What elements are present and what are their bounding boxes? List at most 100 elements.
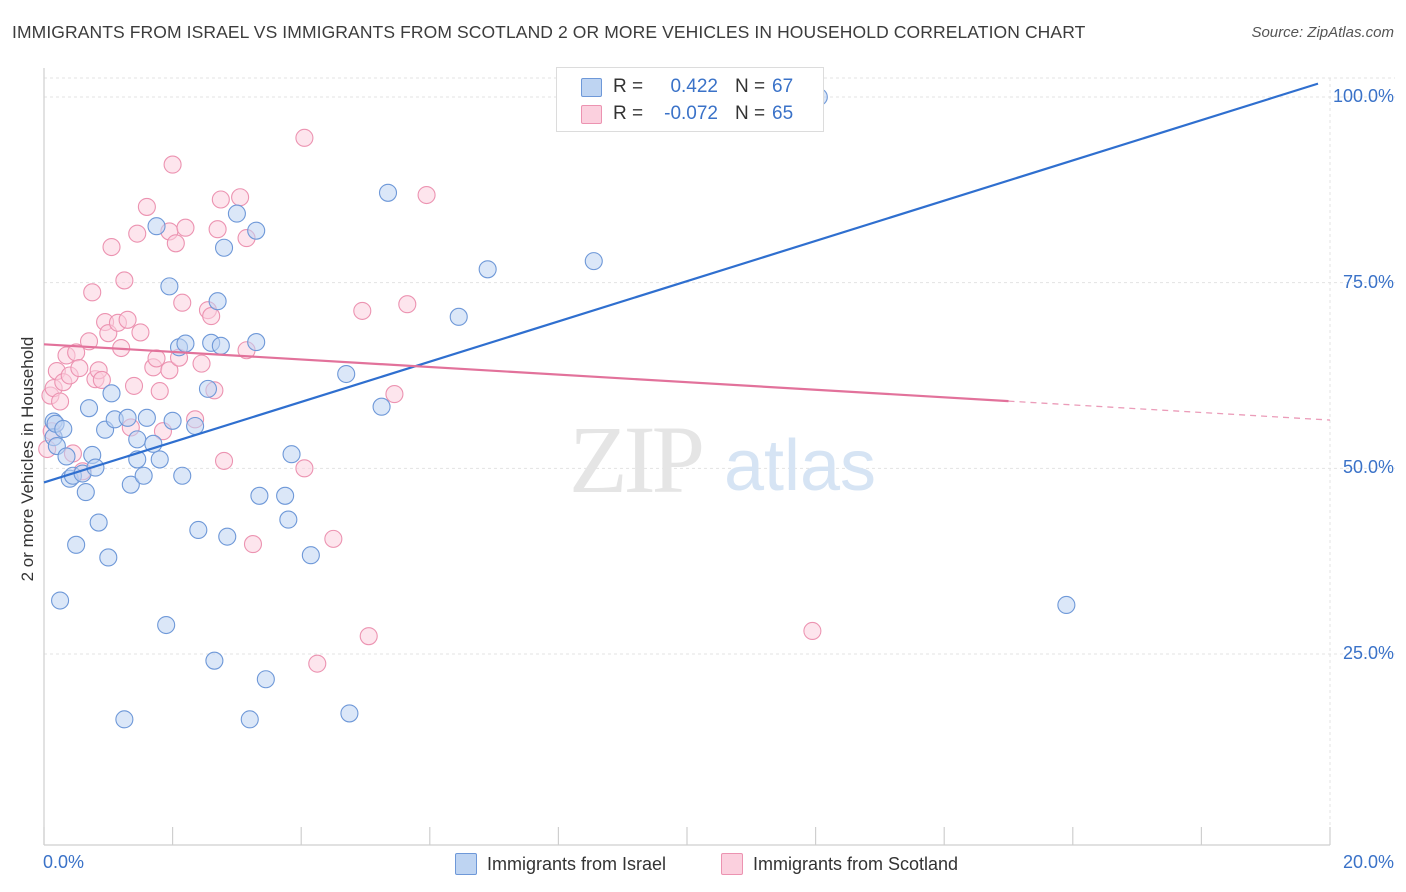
- israel-point-4: [51, 591, 70, 610]
- israel-point-22: [121, 475, 140, 494]
- stats-box: R = 0.422 N = 67 R = -0.072 N = 65: [556, 67, 824, 132]
- y-tick-label-25: 25.0%: [1342, 643, 1394, 663]
- trend-line-israel: [43, 82, 1319, 484]
- israel-point-14: [86, 458, 105, 477]
- stats-row-israel: R = 0.422 N = 67: [557, 74, 823, 100]
- scotland-point-28: [131, 323, 150, 342]
- scotland-point-61: [417, 185, 436, 205]
- trend-lines: [43, 82, 1331, 484]
- israel-point-50: [256, 670, 275, 689]
- israel-n-label: N =: [735, 76, 766, 97]
- scotland-point-37: [166, 234, 185, 253]
- scotland-n-label: N =: [735, 103, 766, 124]
- israel-point-49: [250, 486, 269, 505]
- israel-point-15: [89, 513, 108, 532]
- scotland-point-32: [150, 382, 169, 401]
- y-tick-label-75: 75.0%: [1342, 271, 1394, 292]
- israel-point-11: [76, 483, 95, 502]
- israel-point-28: [147, 217, 166, 236]
- israel-point-5: [54, 419, 73, 439]
- israel-point-38: [198, 379, 218, 398]
- source-credit: Source: ZipAtlas.com: [1251, 24, 1394, 41]
- israel-point-55: [337, 364, 356, 384]
- scotland-point-27: [128, 224, 147, 243]
- y-axis-label: 2 or more Vehicles in Household: [18, 336, 37, 582]
- israel-point-30: [157, 615, 176, 635]
- scotland-point-20: [102, 237, 121, 257]
- scotland-point-60: [398, 295, 417, 314]
- scotland-r-value: -0.072: [664, 103, 718, 124]
- israel-point-51: [276, 486, 295, 505]
- israel-point-24: [128, 430, 147, 449]
- scotland-point-13: [79, 332, 99, 351]
- israel-r-label: R =: [613, 76, 644, 97]
- israel-point-36: [186, 416, 205, 436]
- israel-point-61: [584, 252, 603, 271]
- scotland-point-56: [324, 529, 343, 548]
- scotland-point-55: [308, 654, 327, 673]
- israel-point-41: [208, 292, 227, 311]
- israel-n-value: 67: [772, 76, 794, 97]
- israel-point-58: [378, 183, 398, 202]
- israel-r-value: 0.422: [670, 76, 718, 97]
- scotland-point-35: [160, 361, 179, 380]
- scotland-point-49: [231, 188, 250, 207]
- y-tick-label-50: 50.0%: [1342, 457, 1394, 478]
- watermark: ZIP atlas: [569, 406, 876, 513]
- scotland-point-11: [70, 359, 89, 378]
- scotland-point-23: [115, 271, 134, 290]
- israel-point-54: [301, 546, 320, 565]
- israel-point-40: [205, 651, 224, 670]
- israel-point-43: [214, 238, 234, 257]
- israel-point-27: [144, 434, 163, 453]
- scotland-point-48: [214, 451, 234, 470]
- scotland-point-47: [211, 190, 230, 209]
- israel-point-46: [240, 710, 259, 729]
- trend-line-scotland: [43, 343, 1009, 403]
- israel-point-17: [99, 548, 118, 567]
- scotland-point-57: [353, 301, 372, 320]
- scotland-n-value: 65: [772, 103, 794, 124]
- scotland-point-29: [137, 197, 156, 216]
- scotland-point-42: [192, 354, 211, 373]
- israel-point-32: [163, 411, 182, 430]
- israel-swatch: [581, 78, 602, 97]
- gridlines: [44, 77, 1395, 845]
- israel-point-35: [176, 334, 195, 353]
- chart-title: IMMIGRANTS FROM ISRAEL VS IMMIGRANTS FRO…: [12, 22, 1086, 42]
- israel-point-29: [150, 450, 169, 469]
- series-scotland-points: [38, 87, 822, 673]
- israel-point-37: [189, 520, 208, 540]
- israel-point-20: [115, 710, 134, 729]
- israel-point-12: [79, 399, 99, 418]
- israel-point-45: [227, 204, 246, 223]
- scotland-point-17: [92, 370, 111, 390]
- series-israel-points: [44, 86, 1076, 729]
- scotland-point-14: [83, 283, 102, 302]
- watermark-zip: ZIP: [569, 406, 702, 513]
- israel-point-6: [57, 447, 76, 466]
- israel-point-9: [67, 535, 86, 554]
- legend-scotland-swatch: [721, 853, 743, 875]
- y-tick-label-100: 100.0%: [1332, 86, 1394, 106]
- israel-point-66: [1057, 595, 1076, 615]
- scotland-point-39: [173, 293, 192, 312]
- scotland-r-label: R =: [613, 103, 644, 124]
- scotland-point-46: [208, 220, 227, 239]
- stats-row-scotland: R = -0.072 N = 65: [557, 101, 823, 127]
- legend: Immigrants from Israel Immigrants from S…: [0, 852, 1406, 878]
- scotland-point-58: [359, 627, 378, 646]
- israel-point-18: [102, 384, 121, 403]
- israel-point-26: [137, 408, 156, 427]
- legend-scotland-label: Immigrants from Scotland: [753, 854, 959, 874]
- watermark-atlas: atlas: [724, 426, 876, 506]
- israel-point-53: [282, 445, 301, 464]
- scotland-point-24: [118, 310, 137, 329]
- israel-point-59: [449, 307, 468, 326]
- israel-point-47: [247, 221, 266, 240]
- israel-point-56: [340, 704, 359, 723]
- scotland-point-59: [385, 385, 404, 404]
- scotland-point-64: [803, 621, 822, 641]
- trend-line-scotland-extrapolated: [1008, 400, 1331, 421]
